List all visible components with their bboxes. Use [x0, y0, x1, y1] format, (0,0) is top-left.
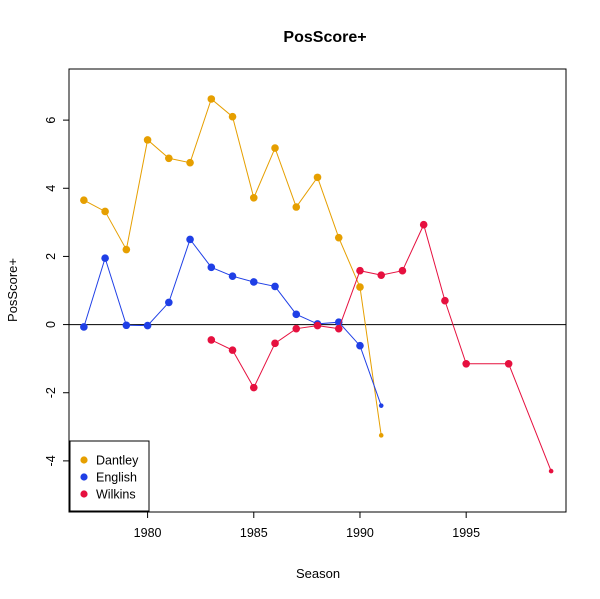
legend-label-dantley: Dantley — [96, 454, 139, 468]
data-point-wilkins — [313, 321, 322, 330]
data-point-wilkins — [462, 359, 470, 368]
plot-area: 1980 1985 1990 1995 -4 -2 0 2 4 6 — [44, 95, 566, 540]
data-point-wilkins — [356, 266, 364, 275]
data-point-wilkins — [419, 220, 428, 229]
legend-label-wilkins: Wilkins — [96, 488, 136, 502]
x-axis-label: Season — [296, 566, 340, 581]
data-point-english — [80, 323, 88, 331]
y-tick-label: -2 — [44, 387, 58, 398]
x-tick-label: 1990 — [346, 526, 374, 540]
data-point-wilkins — [271, 339, 279, 348]
data-point-english — [249, 278, 258, 286]
x-tick-label: 1995 — [452, 526, 480, 540]
plot-frame — [68, 68, 567, 513]
data-point-english — [271, 282, 279, 291]
chart-title: PosScore+ — [283, 29, 366, 46]
data-point-wilkins — [228, 346, 237, 354]
y-tick-label: 4 — [44, 185, 58, 192]
legend-marker-dantley — [80, 456, 88, 464]
data-point-english — [186, 235, 194, 244]
data-point-wilkins — [398, 266, 407, 275]
data-point-dantley — [80, 196, 88, 204]
data-point-dantley — [228, 112, 237, 121]
data-point-dantley — [101, 207, 109, 216]
data-point-dantley — [334, 233, 343, 242]
data-point-wilkins — [207, 336, 216, 344]
data-point-english — [228, 272, 237, 280]
data-point-dantley — [292, 203, 301, 211]
data-point-dantley — [378, 433, 384, 438]
data-point-wilkins — [334, 324, 343, 333]
y-tick-label: 2 — [44, 253, 58, 260]
legend-label-english: English — [96, 471, 137, 485]
series-line-dantley — [83, 98, 382, 436]
data-point-dantley — [122, 245, 131, 254]
data-point-wilkins — [377, 271, 386, 279]
data-point-dantley — [313, 173, 322, 182]
data-point-wilkins — [292, 324, 301, 333]
data-point-wilkins — [249, 383, 258, 392]
legend: Dantley English Wilkins — [69, 440, 150, 512]
x-tick-label: 1980 — [134, 526, 162, 540]
y-axis-label: PosScore+ — [5, 258, 20, 322]
data-point-dantley — [207, 95, 216, 103]
y-tick-label: 0 — [44, 321, 58, 328]
legend-marker-english — [80, 473, 88, 481]
data-point-english — [143, 321, 152, 330]
x-tick-label: 1985 — [240, 526, 268, 540]
data-point-english — [101, 254, 109, 262]
data-point-dantley — [271, 144, 279, 152]
data-point-english — [356, 341, 364, 350]
legend-marker-wilkins — [80, 490, 88, 498]
data-point-dantley — [356, 283, 364, 291]
data-point-english — [292, 310, 301, 319]
data-point-dantley — [165, 154, 173, 163]
data-point-english — [378, 403, 384, 408]
y-tick-label: 6 — [44, 117, 58, 124]
y-tick-label: -4 — [44, 455, 58, 466]
data-point-wilkins — [548, 468, 554, 474]
data-point-wilkins — [504, 359, 513, 368]
data-point-english — [207, 263, 216, 272]
data-point-dantley — [249, 194, 258, 202]
data-point-english — [122, 321, 131, 330]
data-point-english — [165, 298, 173, 307]
data-point-wilkins — [441, 296, 449, 305]
data-point-dantley — [143, 136, 152, 144]
data-point-dantley — [186, 158, 194, 167]
